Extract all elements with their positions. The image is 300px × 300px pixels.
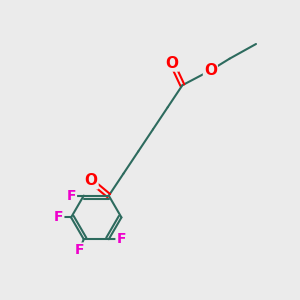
Text: F: F bbox=[75, 243, 84, 257]
Text: O: O bbox=[204, 63, 217, 78]
Text: F: F bbox=[67, 189, 76, 202]
Text: F: F bbox=[116, 232, 126, 246]
Text: F: F bbox=[54, 210, 64, 224]
Text: O: O bbox=[166, 56, 178, 70]
Text: O: O bbox=[85, 173, 98, 188]
